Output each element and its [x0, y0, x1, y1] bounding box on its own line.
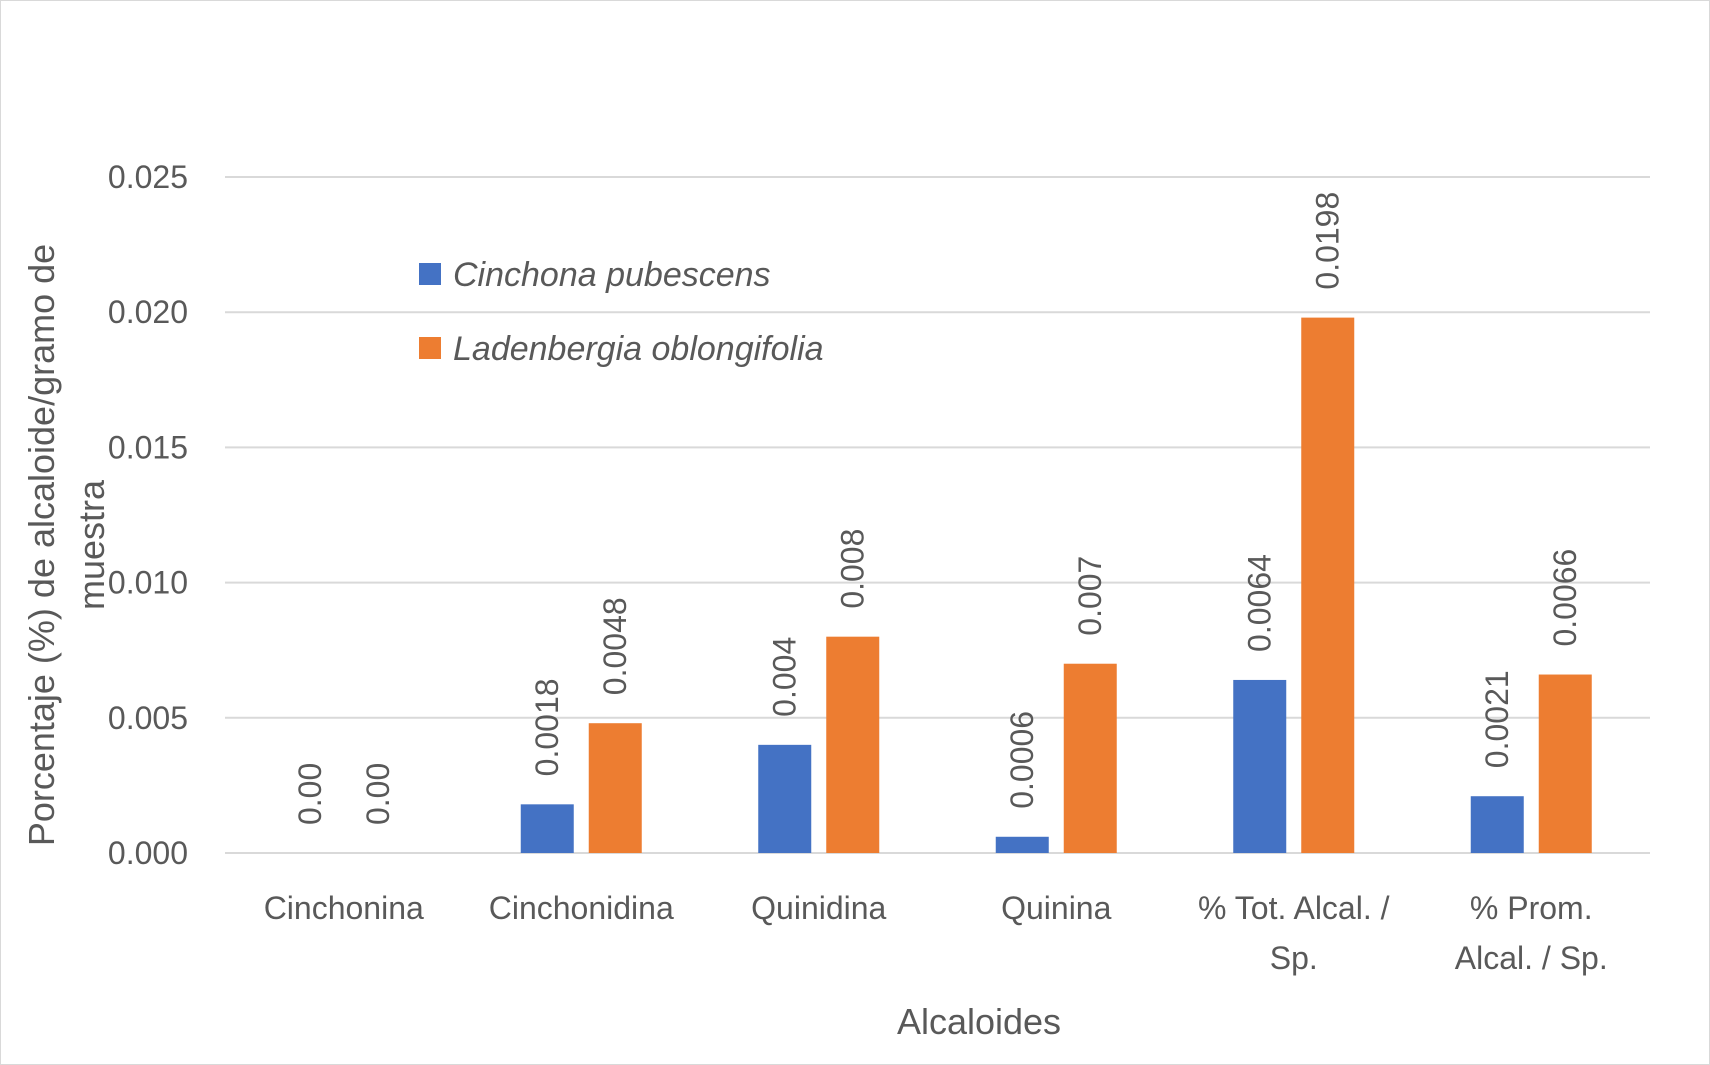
bar-series-1 [1470, 796, 1524, 853]
x-category-label: Quinina [1001, 890, 1112, 926]
y-axis-title: Porcentaje (%) de alcaloide/gramo de mues… [21, 244, 112, 846]
y-tick-label: 0.025 [108, 159, 188, 195]
data-label: 0.0006 [1004, 711, 1040, 809]
data-label: 0.0048 [597, 597, 633, 695]
y-axis-title-line: muestra [71, 479, 112, 610]
bar-series-1 [1233, 679, 1287, 853]
data-label: 0.008 [835, 529, 871, 609]
legend-label: Ladenbergia oblongifolia [453, 330, 824, 368]
bar-series-1 [520, 804, 574, 853]
bar-series-1 [758, 744, 812, 853]
bar-series-1 [995, 836, 1049, 853]
y-tick-label: 0.020 [108, 294, 188, 330]
data-label: 0.0198 [1310, 192, 1346, 290]
y-tick-label: 0.005 [108, 700, 188, 736]
y-tick-label: 0.015 [108, 429, 188, 465]
data-label: 0.00 [292, 763, 328, 825]
x-category-label: Quinidina [751, 890, 886, 926]
x-category-label: Cinchonina [264, 890, 424, 926]
y-axis-title-line: Porcentaje (%) de alcaloide/gramo de [21, 244, 62, 846]
data-label: 0.0021 [1479, 670, 1515, 768]
y-axis-ticks: 0.000 0.005 0.010 0.015 0.020 0.025 [108, 159, 188, 871]
data-labels: 0.00 0.00 0.0018 0.0048 0.004 0.008 0.0006 0.00… [292, 192, 1584, 825]
legend-swatch [419, 337, 441, 359]
bar-series-2 [1301, 317, 1355, 853]
bar-series-2 [1538, 674, 1592, 853]
y-tick-label: 0.000 [108, 835, 188, 871]
data-label: 0.0018 [529, 678, 565, 776]
x-category-label: Cinchonidina [489, 890, 674, 926]
bars [520, 317, 1592, 853]
x-category-label: Alcal. / Sp. [1455, 940, 1608, 976]
legend-label: Cinchona pubescens [453, 256, 771, 294]
x-category-label: % Tot. Alcal. / [1198, 890, 1390, 926]
x-axis-categories: Cinchonina Cinchonidina Quinidina Quinina % … [264, 890, 1608, 976]
legend: Cinchona pubescens Ladenbergia oblongifol… [419, 256, 824, 368]
x-axis-title: Alcaloides [897, 1001, 1061, 1042]
legend-swatch [419, 263, 441, 285]
data-label: 0.0064 [1242, 554, 1278, 652]
bar-series-2 [826, 636, 880, 853]
bar-series-2 [1063, 663, 1117, 853]
gridlines [225, 176, 1650, 854]
x-category-label: Sp. [1270, 940, 1318, 976]
x-category-label: % Prom. [1470, 890, 1593, 926]
bar-series-2 [588, 723, 642, 853]
data-label: 0.004 [767, 637, 803, 717]
data-label: 0.00 [360, 763, 396, 825]
data-label: 0.007 [1072, 556, 1108, 636]
data-label: 0.0066 [1547, 549, 1583, 647]
y-tick-label: 0.010 [108, 565, 188, 601]
